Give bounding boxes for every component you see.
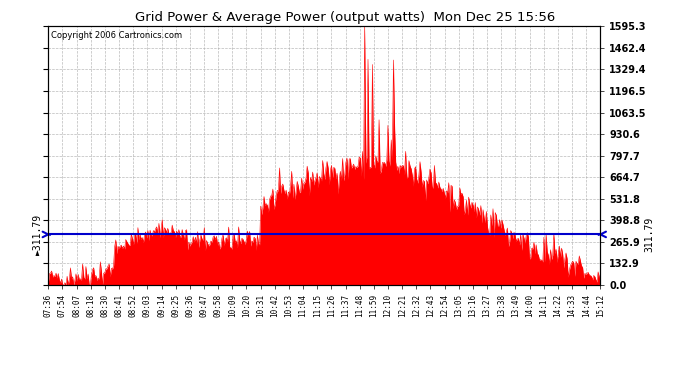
Text: Copyright 2006 Cartronics.com: Copyright 2006 Cartronics.com	[51, 32, 182, 40]
Text: 311.79: 311.79	[644, 217, 654, 252]
Text: ►311.79: ►311.79	[33, 214, 43, 255]
Text: Grid Power & Average Power (output watts)  Mon Dec 25 15:56: Grid Power & Average Power (output watts…	[135, 11, 555, 24]
